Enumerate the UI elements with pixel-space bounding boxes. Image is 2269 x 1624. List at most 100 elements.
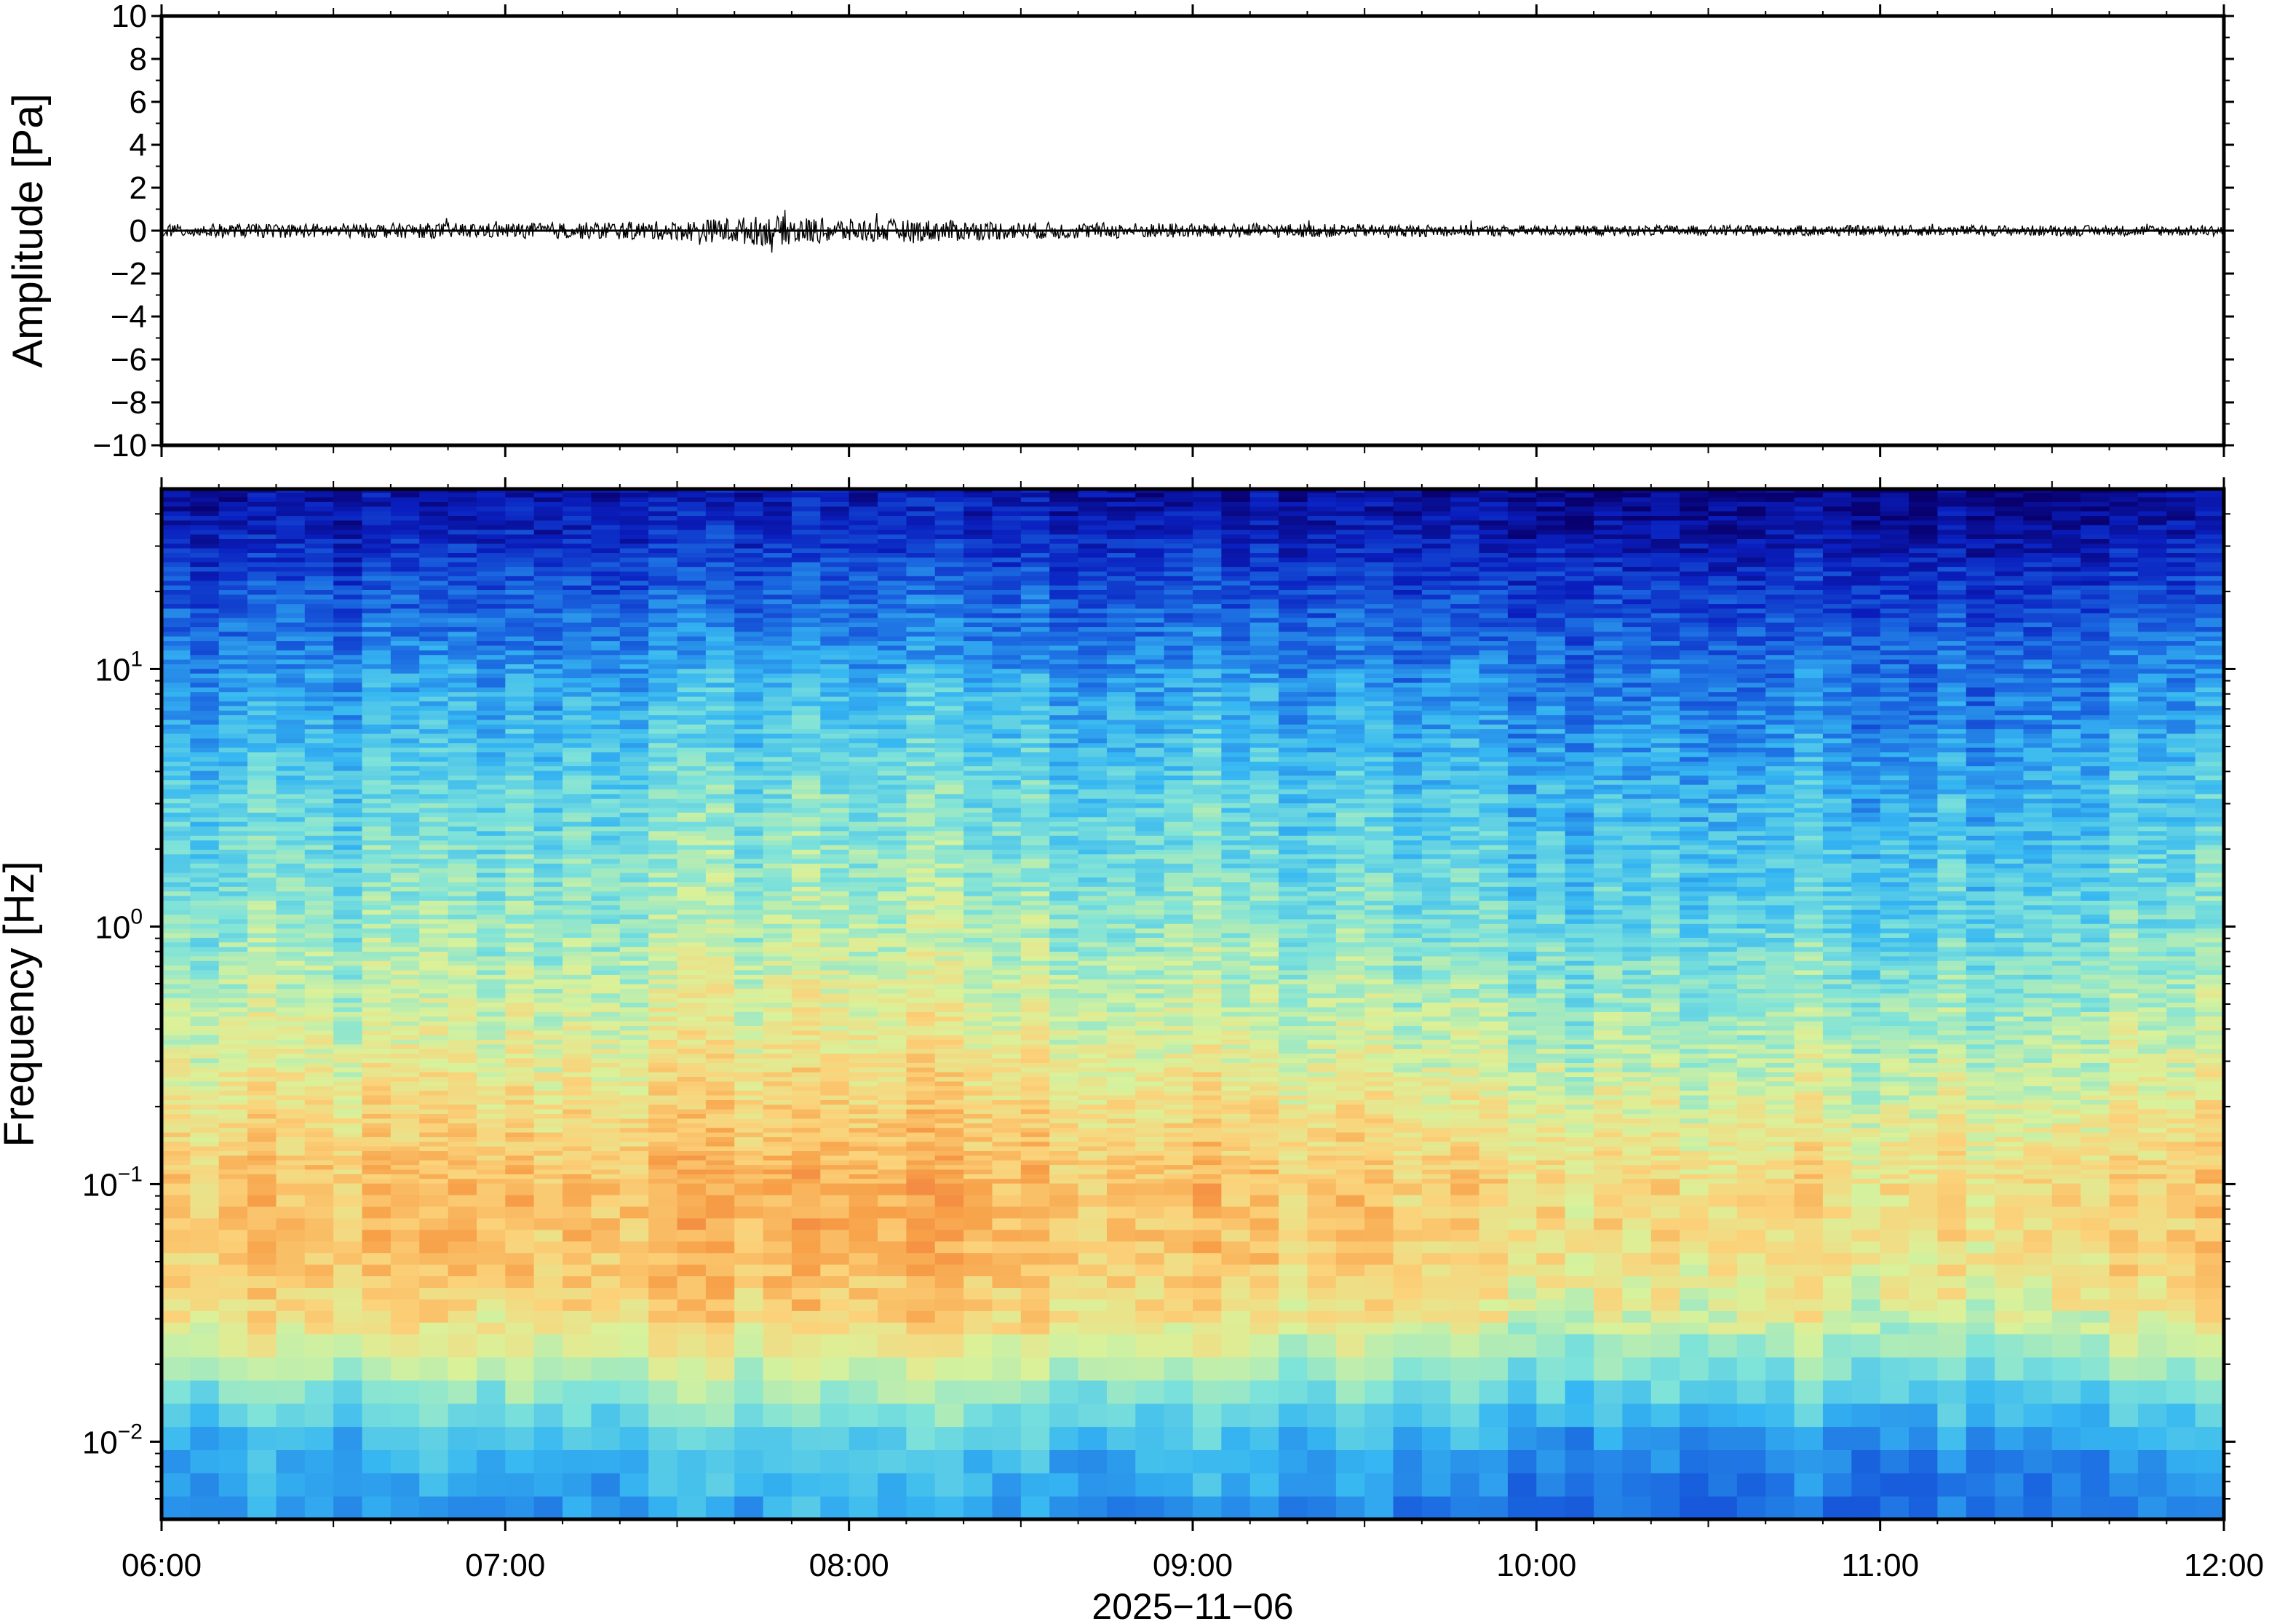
spectrogram-cell [934, 1150, 964, 1156]
spectrogram-cell [791, 580, 821, 586]
spectrogram-cell [963, 1310, 993, 1323]
spectrogram-cell [476, 1025, 506, 1031]
spectrogram-cell [591, 1137, 621, 1142]
spectrogram-cell [162, 965, 191, 971]
spectrogram-cell [906, 548, 936, 554]
spectrogram-cell [533, 1118, 563, 1123]
spectrogram-cell [878, 1067, 907, 1072]
spectrogram-cell [247, 668, 277, 674]
spectrogram-cell [247, 501, 277, 507]
spectrogram-cell [677, 1264, 707, 1277]
spectrogram-cell [247, 1109, 277, 1115]
spectrogram-cell [677, 955, 707, 961]
spectrogram-cell [705, 733, 735, 739]
spectrogram-cell [390, 1322, 420, 1334]
spectrogram-cell [505, 1016, 535, 1022]
spectrogram-cell [276, 1094, 306, 1100]
spectrogram-cell [648, 733, 678, 739]
spectrogram-cell [677, 658, 707, 664]
spectrogram-cell [505, 1217, 535, 1230]
spectrogram-cell [247, 909, 277, 915]
spectrogram-cell [934, 1299, 964, 1311]
spectrogram-cell [533, 719, 563, 725]
spectrogram-cell [734, 1113, 764, 1119]
spectrogram-cell [591, 891, 621, 896]
spectrogram-cell [820, 543, 850, 549]
spectrogram-cell [906, 909, 936, 915]
spectrogram-cell [563, 932, 592, 938]
spectrogram-cell [878, 1310, 907, 1323]
spectrogram-cell [878, 682, 907, 688]
spectrogram-cell [162, 691, 191, 697]
spectrogram-cell [705, 1099, 735, 1105]
spectrogram-cell [849, 877, 878, 883]
spectrogram-cell [677, 1053, 707, 1059]
spectrogram-cell [448, 900, 477, 906]
spectrogram-cell [677, 747, 707, 753]
spectrogram-cell [276, 533, 306, 539]
spectrogram-cell [878, 1264, 907, 1277]
spectrogram-cell [734, 826, 764, 832]
spectrogram-cell [619, 932, 649, 938]
spectrogram-cell [448, 701, 477, 706]
spectrogram-cell [419, 1150, 449, 1156]
spectrogram-cell [333, 877, 363, 883]
spectrogram-cell [362, 682, 392, 688]
spectrogram-cell [390, 1141, 420, 1147]
spectrogram-cell [333, 529, 363, 535]
spectrogram-cell [476, 1076, 506, 1082]
spectrogram-cell [419, 812, 449, 818]
spectrogram-cell [505, 1264, 535, 1277]
spectrogram-cell [934, 1310, 964, 1323]
spectrogram-cell [333, 947, 363, 952]
spectrogram-cell [533, 1206, 563, 1219]
spectrogram-cell [505, 1057, 535, 1063]
spectrogram-cell [619, 677, 649, 683]
spectrogram-cell [162, 738, 191, 744]
spectrogram-cell [505, 858, 535, 864]
spectrogram-cell [162, 1155, 191, 1161]
spectrogram-cell [276, 877, 306, 883]
spectrogram-cell [591, 826, 621, 832]
spectrogram-cell [476, 974, 506, 980]
spectrogram-cell [247, 506, 277, 512]
spectrogram-cell [476, 942, 506, 947]
spectrogram-cell [677, 515, 707, 521]
spectrogram-cell [419, 992, 449, 998]
spectrogram-cell [333, 928, 363, 934]
spectrogram-cell [390, 812, 420, 818]
spectrogram-cell [390, 1403, 420, 1428]
spectrogram-cell [763, 918, 792, 924]
spectrogram-cell [791, 1086, 821, 1091]
spectrogram-cell [849, 511, 878, 517]
spectrogram-cell [304, 988, 334, 994]
spectrogram-cell [934, 608, 964, 613]
spectrogram-cell [619, 979, 649, 984]
spectrogram-cell [533, 821, 563, 827]
spectrogram-cell [448, 1086, 477, 1091]
spectrogram-cell [419, 1155, 449, 1161]
spectrogram-cell [247, 710, 277, 716]
spectrogram-cell [247, 1194, 277, 1207]
spectrogram-cell [849, 533, 878, 539]
spectrogram-cell [304, 1048, 334, 1054]
spectrogram-cell [763, 752, 792, 757]
spectrogram-cell [648, 1322, 678, 1334]
spectrogram-cell [591, 877, 621, 883]
spectrogram-cell [218, 1252, 248, 1265]
spectrogram-cell [648, 710, 678, 716]
spectrogram-cell [906, 506, 936, 512]
spectrogram-cell [763, 1356, 792, 1381]
spectrogram-cell [247, 830, 277, 836]
spectrogram-cell [591, 947, 621, 952]
spectrogram-cell [963, 1080, 993, 1086]
spectrogram-cell [304, 775, 334, 781]
spectrogram-cell [648, 830, 678, 836]
spectrogram-cell [906, 1287, 936, 1299]
spectrogram-cell [218, 853, 248, 859]
spectrogram-cell [419, 826, 449, 832]
spectrogram-cell [419, 840, 449, 845]
spectrogram-cell [304, 918, 334, 924]
spectrogram-cell [734, 909, 764, 915]
spectrogram-cell [276, 1473, 306, 1497]
